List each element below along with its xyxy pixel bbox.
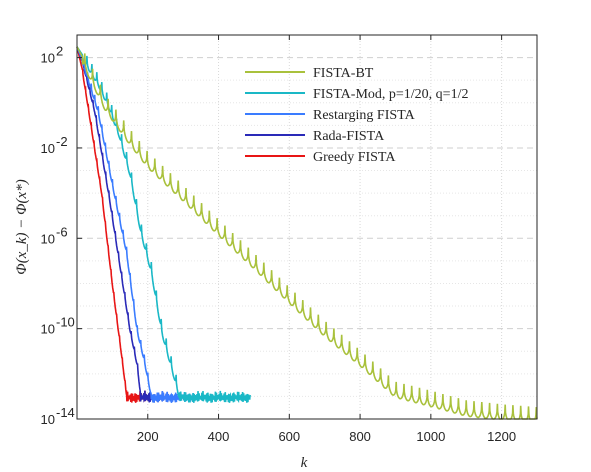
x-tick-label: 1200 (487, 429, 516, 444)
y-tick-exponent: -6 (56, 224, 68, 239)
y-axis-label: Φ(x_k) − Φ(x*) (14, 179, 30, 274)
legend-label: Rada-FISTA (313, 129, 385, 144)
x-tick-label: 600 (278, 429, 300, 444)
plot-area (77, 35, 537, 419)
y-tick-label: 10 (41, 412, 55, 427)
x-tick-label: 200 (137, 429, 159, 444)
series-line (76, 46, 149, 403)
x-axis: 200 400 600 800 1000 1200 (137, 35, 516, 444)
x-axis-label: k (301, 455, 308, 471)
x-tick-label: 1000 (416, 429, 445, 444)
grid (77, 34, 537, 420)
y-tick-exponent: 2 (56, 44, 63, 59)
legend-label: FISTA-BT (313, 66, 374, 81)
y-tick-exponent: -10 (56, 315, 75, 330)
series-line (76, 46, 538, 420)
y-tick-label: 10 (41, 51, 55, 66)
series-lines (76, 46, 538, 420)
legend-label: Greedy FISTA (313, 150, 396, 165)
y-tick-label: 10 (41, 322, 55, 337)
legend: FISTA-BT FISTA-Mod, p=1/20, q=1/2 Restargi… (245, 66, 468, 165)
series-line (76, 46, 252, 404)
series-line (76, 46, 195, 403)
x-tick-label: 400 (208, 429, 230, 444)
y-tick-label: 10 (41, 231, 55, 246)
y-tick-label: 10 (41, 141, 55, 156)
x-tick-label: 800 (349, 429, 371, 444)
legend-label: FISTA-Mod, p=1/20, q=1/2 (313, 87, 468, 102)
y-tick-exponent: -14 (56, 405, 75, 420)
legend-label: Restarging FISTA (313, 108, 416, 123)
axes-frame (76, 34, 538, 420)
y-tick-exponent: -2 (56, 134, 68, 149)
